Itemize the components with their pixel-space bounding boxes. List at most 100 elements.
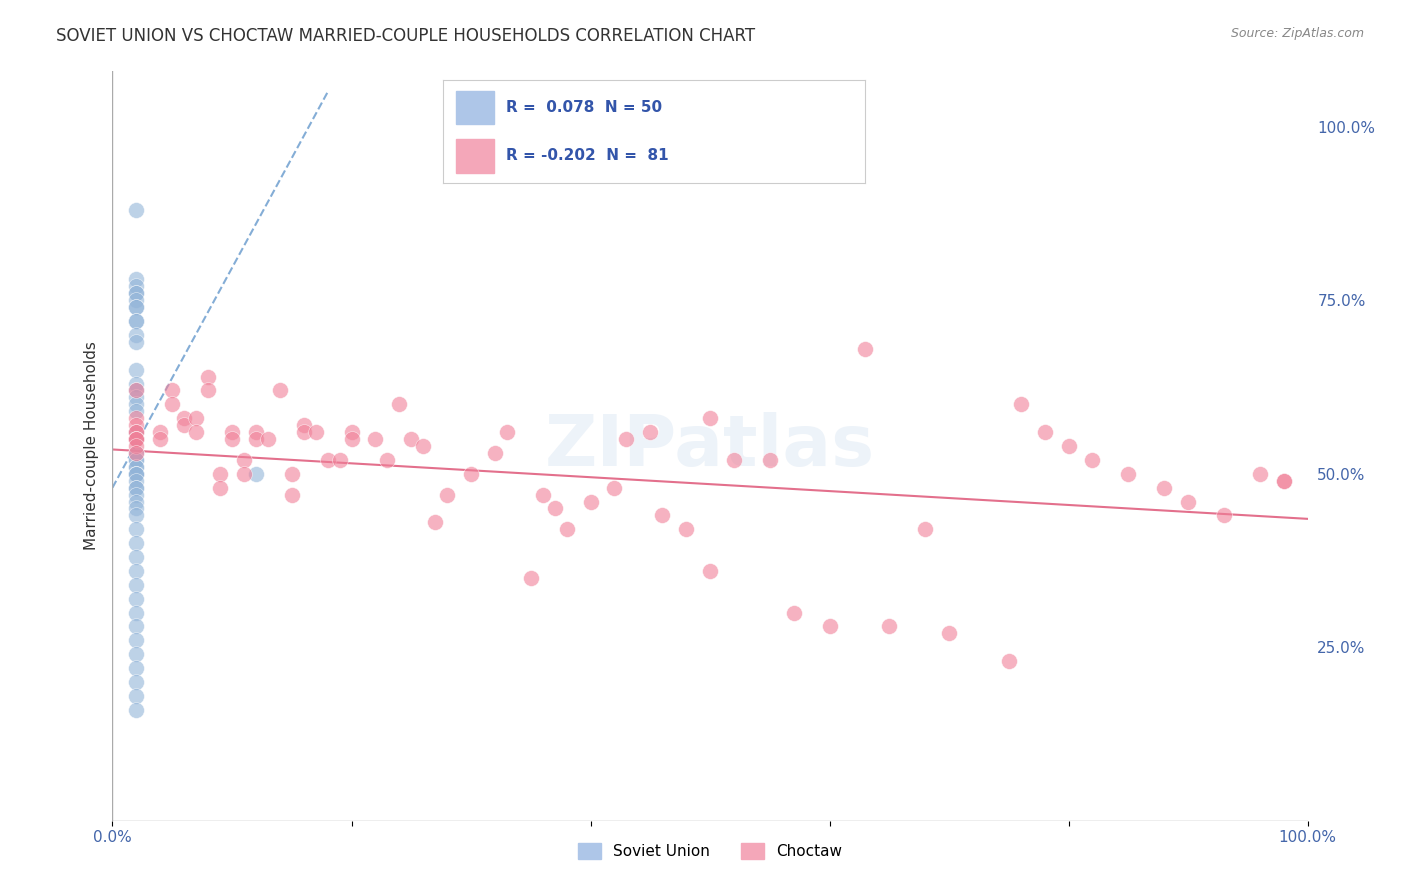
Point: [125, 328, 148, 343]
Point: [125, 384, 148, 398]
Point: [1249, 467, 1271, 481]
Point: [125, 501, 148, 516]
Point: [377, 453, 399, 467]
Point: [125, 453, 148, 467]
Point: [125, 446, 148, 460]
Text: ZIPatlas: ZIPatlas: [546, 411, 875, 481]
Point: [388, 397, 411, 411]
Point: [125, 279, 148, 293]
Point: [197, 384, 219, 398]
Point: [484, 446, 506, 460]
Point: [125, 487, 148, 501]
Point: [879, 619, 901, 633]
Point: [579, 494, 602, 508]
Point: [1033, 425, 1056, 439]
Point: [125, 536, 148, 550]
Point: [316, 453, 339, 467]
Point: [782, 606, 804, 620]
Point: [125, 300, 148, 314]
Point: [640, 425, 662, 439]
Point: [616, 432, 638, 446]
Point: [425, 516, 447, 530]
Point: [305, 425, 328, 439]
Point: [125, 272, 148, 286]
Point: [186, 411, 208, 425]
Legend: Soviet Union, Choctaw: Soviet Union, Choctaw: [572, 838, 848, 865]
Point: [603, 481, 626, 495]
Point: [162, 384, 183, 398]
Point: [1177, 494, 1199, 508]
Point: [269, 384, 291, 398]
Point: [364, 432, 387, 446]
Point: [149, 425, 172, 439]
Point: [125, 674, 148, 689]
Point: [436, 487, 458, 501]
Point: [125, 467, 148, 481]
Point: [125, 459, 148, 474]
Point: [759, 453, 782, 467]
Point: [209, 481, 232, 495]
Point: [723, 453, 745, 467]
Point: [292, 425, 315, 439]
Point: [1081, 453, 1104, 467]
Point: [125, 432, 148, 446]
Y-axis label: Married-couple Households: Married-couple Households: [83, 342, 98, 550]
Point: [125, 286, 148, 301]
Point: [555, 522, 578, 536]
Point: [125, 549, 148, 564]
Point: [125, 314, 148, 328]
Point: [125, 300, 148, 314]
Point: [125, 314, 148, 328]
Point: [186, 425, 208, 439]
Point: [412, 439, 434, 453]
Point: [125, 689, 148, 703]
Point: [173, 418, 195, 433]
Point: [818, 619, 841, 633]
Point: [125, 293, 148, 308]
Point: [1118, 467, 1140, 481]
Point: [221, 432, 243, 446]
Point: [125, 703, 148, 717]
Point: [125, 661, 148, 675]
Point: [125, 467, 148, 481]
Point: [125, 384, 148, 398]
Point: [221, 425, 243, 439]
Text: R = -0.202  N =  81: R = -0.202 N = 81: [506, 148, 669, 163]
Point: [340, 432, 363, 446]
Point: [651, 508, 673, 523]
Point: [699, 411, 721, 425]
Point: [149, 432, 172, 446]
Point: [125, 376, 148, 391]
Point: [998, 654, 1021, 668]
Point: [125, 453, 148, 467]
Point: [914, 522, 936, 536]
Point: [125, 564, 148, 578]
Point: [125, 418, 148, 433]
Point: [1010, 397, 1032, 411]
Point: [125, 578, 148, 592]
Point: [125, 633, 148, 648]
Point: [125, 606, 148, 620]
Point: [1272, 474, 1295, 488]
Point: [125, 203, 148, 218]
Point: [173, 411, 195, 425]
Point: [125, 439, 148, 453]
Point: [125, 432, 148, 446]
Point: [292, 418, 315, 433]
Point: [233, 467, 256, 481]
Point: [125, 481, 148, 495]
Text: Source: ZipAtlas.com: Source: ZipAtlas.com: [1230, 27, 1364, 40]
Point: [460, 467, 482, 481]
Point: [125, 425, 148, 439]
Point: [125, 446, 148, 460]
Point: [125, 362, 148, 376]
Point: [281, 467, 304, 481]
Point: [125, 432, 148, 446]
Point: [233, 453, 256, 467]
Bar: [456, 139, 494, 173]
Point: [125, 391, 148, 405]
Point: [125, 425, 148, 439]
Point: [1213, 508, 1236, 523]
Text: SOVIET UNION VS CHOCTAW MARRIED-COUPLE HOUSEHOLDS CORRELATION CHART: SOVIET UNION VS CHOCTAW MARRIED-COUPLE H…: [56, 27, 755, 45]
Point: [125, 411, 148, 425]
